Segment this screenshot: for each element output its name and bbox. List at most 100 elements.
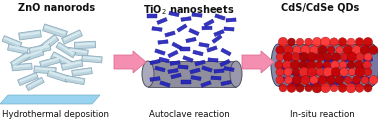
Polygon shape: [12, 54, 28, 65]
Polygon shape: [208, 58, 218, 62]
Circle shape: [321, 83, 330, 93]
Circle shape: [343, 45, 353, 55]
Polygon shape: [61, 60, 83, 70]
Polygon shape: [58, 43, 74, 55]
Polygon shape: [224, 27, 234, 31]
Polygon shape: [150, 59, 160, 65]
Polygon shape: [22, 49, 44, 61]
Polygon shape: [148, 61, 236, 87]
Polygon shape: [343, 58, 353, 62]
Circle shape: [312, 83, 322, 93]
Circle shape: [355, 84, 364, 92]
Circle shape: [292, 53, 300, 61]
Polygon shape: [26, 77, 44, 91]
Circle shape: [307, 52, 316, 61]
Circle shape: [331, 61, 339, 69]
Circle shape: [347, 52, 357, 62]
Polygon shape: [300, 62, 310, 68]
Polygon shape: [181, 80, 191, 84]
Polygon shape: [192, 13, 202, 17]
Circle shape: [316, 68, 324, 76]
Polygon shape: [13, 64, 31, 68]
Circle shape: [330, 38, 338, 46]
Circle shape: [348, 68, 356, 76]
Circle shape: [276, 68, 284, 76]
Polygon shape: [27, 79, 43, 88]
Polygon shape: [62, 61, 82, 67]
Polygon shape: [159, 57, 169, 63]
Circle shape: [299, 67, 309, 77]
Polygon shape: [191, 75, 201, 81]
Polygon shape: [51, 52, 73, 68]
Polygon shape: [313, 54, 323, 60]
Circle shape: [318, 45, 327, 55]
Circle shape: [284, 52, 293, 62]
Circle shape: [347, 38, 355, 46]
Polygon shape: [226, 18, 236, 22]
Polygon shape: [170, 61, 180, 65]
Polygon shape: [41, 58, 59, 64]
Circle shape: [292, 68, 300, 76]
Polygon shape: [160, 81, 170, 87]
Polygon shape: [290, 72, 300, 76]
Polygon shape: [2, 36, 22, 48]
Circle shape: [283, 61, 291, 69]
Polygon shape: [189, 28, 199, 36]
Polygon shape: [29, 44, 51, 54]
Polygon shape: [19, 74, 37, 82]
Circle shape: [299, 52, 309, 62]
Circle shape: [275, 61, 283, 69]
Circle shape: [288, 38, 296, 46]
Polygon shape: [155, 49, 165, 55]
Circle shape: [278, 37, 288, 47]
Polygon shape: [19, 30, 41, 40]
Circle shape: [323, 67, 333, 77]
Polygon shape: [211, 76, 221, 80]
Polygon shape: [12, 63, 32, 71]
Polygon shape: [178, 65, 188, 69]
Polygon shape: [155, 66, 165, 72]
Circle shape: [352, 76, 361, 84]
Polygon shape: [172, 42, 182, 50]
Circle shape: [296, 38, 304, 46]
Polygon shape: [221, 80, 231, 86]
Polygon shape: [181, 17, 191, 21]
Polygon shape: [201, 81, 211, 87]
Circle shape: [305, 84, 312, 92]
Polygon shape: [220, 59, 230, 67]
Polygon shape: [76, 42, 94, 46]
Circle shape: [340, 53, 348, 61]
Circle shape: [339, 61, 347, 69]
Circle shape: [352, 45, 361, 55]
Polygon shape: [280, 77, 290, 81]
Circle shape: [355, 67, 365, 77]
Circle shape: [306, 60, 316, 70]
Polygon shape: [64, 31, 81, 41]
Circle shape: [293, 46, 301, 54]
Circle shape: [364, 68, 372, 76]
Text: TiO$_2$ nanosheets: TiO$_2$ nanosheets: [143, 3, 235, 17]
Circle shape: [301, 45, 310, 55]
Text: ZnO nanorods: ZnO nanorods: [19, 3, 96, 13]
Polygon shape: [360, 65, 370, 69]
Polygon shape: [202, 26, 212, 30]
Circle shape: [360, 45, 370, 55]
Circle shape: [287, 84, 296, 92]
Polygon shape: [20, 31, 40, 37]
Polygon shape: [333, 53, 343, 59]
Circle shape: [364, 53, 372, 61]
Polygon shape: [152, 27, 162, 31]
Ellipse shape: [142, 61, 154, 87]
Polygon shape: [183, 56, 193, 62]
Polygon shape: [158, 40, 168, 44]
Polygon shape: [202, 66, 212, 72]
Circle shape: [338, 38, 347, 46]
FancyArrow shape: [114, 51, 146, 73]
Polygon shape: [31, 45, 50, 51]
Circle shape: [305, 38, 312, 46]
Circle shape: [307, 67, 317, 77]
Circle shape: [369, 46, 378, 54]
Polygon shape: [221, 48, 231, 56]
Polygon shape: [340, 76, 350, 80]
Circle shape: [363, 37, 373, 47]
